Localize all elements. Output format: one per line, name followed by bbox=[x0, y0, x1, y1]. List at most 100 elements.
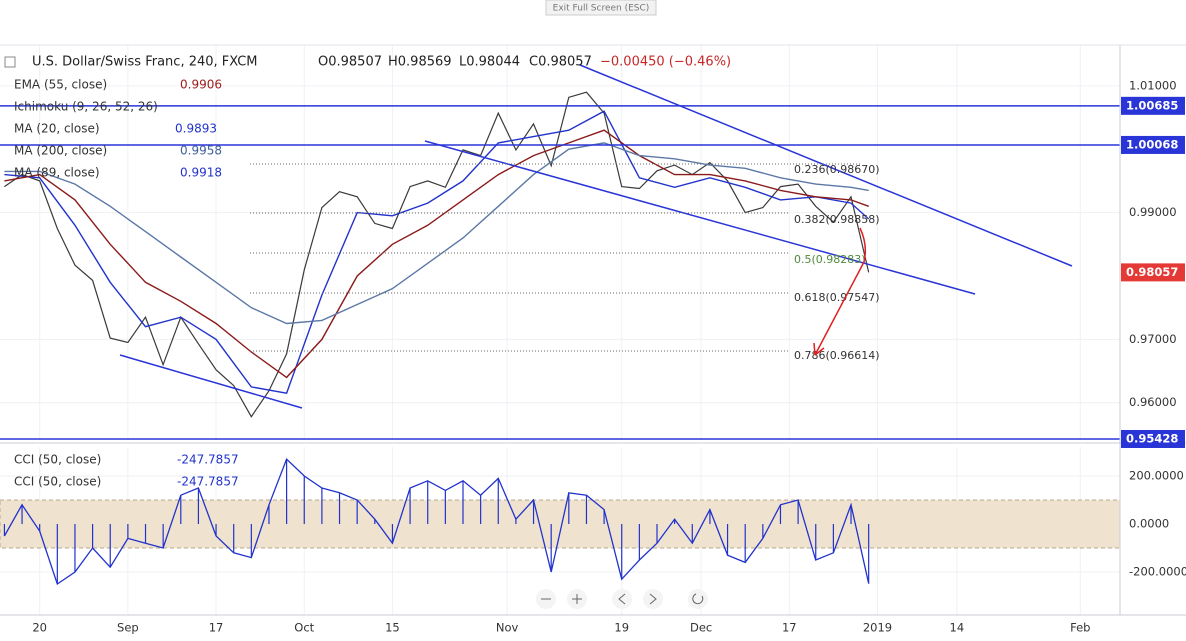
projection-arrow bbox=[814, 227, 867, 356]
cci-bar bbox=[215, 524, 217, 537]
cci-bar bbox=[303, 476, 305, 525]
x-tick-label: 2019 bbox=[863, 621, 892, 635]
cci-bar bbox=[691, 524, 693, 544]
cci-bar bbox=[356, 500, 358, 525]
price-line bbox=[4, 110, 870, 394]
cci-bar bbox=[338, 492, 341, 525]
legend-name: CCI (50, close) bbox=[14, 475, 101, 489]
trendline bbox=[119, 354, 303, 409]
exit-fullscreen-label[interactable]: Exit Full Screen (ESC) bbox=[553, 4, 650, 14]
cci-bar bbox=[180, 495, 182, 525]
ohlc-high: H0.98569 bbox=[388, 55, 452, 70]
cci-bar bbox=[515, 519, 517, 525]
cci-bar bbox=[374, 519, 376, 525]
nav-buttons bbox=[536, 589, 708, 609]
fib-label: 0.5(0.98283) bbox=[794, 253, 866, 266]
cci-bar bbox=[585, 495, 588, 525]
y-tick-label: 1.01000 bbox=[1129, 78, 1177, 92]
ohlc-open: O0.98507 bbox=[318, 55, 382, 70]
change: −0.00450 (−0.46%) bbox=[600, 55, 731, 70]
cci-bar bbox=[744, 524, 746, 563]
cci-bar bbox=[391, 524, 394, 544]
legend-name: MA (89, close) bbox=[14, 166, 100, 180]
cci-bar bbox=[638, 524, 640, 561]
cci-bar bbox=[726, 524, 729, 556]
cci-bar bbox=[444, 490, 446, 525]
cci-bar bbox=[568, 492, 570, 525]
cci-bar bbox=[832, 524, 834, 553]
last-price-label: 0.98057 bbox=[1126, 265, 1178, 279]
x-tick-label: 19 bbox=[614, 621, 629, 635]
icon bbox=[572, 594, 582, 604]
cci-bar bbox=[797, 500, 799, 525]
cci-bar bbox=[603, 509, 605, 525]
level-label: 1.00685 bbox=[1126, 98, 1178, 112]
cci-bar bbox=[868, 524, 870, 584]
collapse-icon[interactable] bbox=[4, 56, 16, 68]
cci-bar bbox=[286, 459, 288, 525]
cci-bar bbox=[233, 524, 235, 553]
price-line bbox=[4, 142, 869, 325]
scroll-right[interactable] bbox=[643, 589, 663, 609]
cci-bar bbox=[656, 524, 658, 544]
cci-bar bbox=[409, 488, 411, 525]
exit-fullscreen[interactable] bbox=[545, 0, 657, 16]
x-tick-label: 20 bbox=[32, 621, 47, 635]
legend-value: 0.9893 bbox=[175, 122, 217, 136]
cci-bar bbox=[462, 480, 464, 525]
cci-line bbox=[3, 458, 870, 586]
cci-bar bbox=[709, 509, 711, 525]
y-tick-label: -200.0000 bbox=[1129, 565, 1186, 579]
cci-bar bbox=[127, 524, 129, 539]
cci-bar bbox=[480, 495, 482, 525]
x-tick-label: 14 bbox=[950, 621, 965, 635]
scroll-left[interactable] bbox=[612, 589, 632, 609]
cci-bar bbox=[550, 524, 552, 573]
cci-bar bbox=[674, 519, 676, 525]
fib-label: 0.786(0.96614) bbox=[794, 349, 880, 362]
icon bbox=[618, 593, 626, 605]
y-tick-label: 200.0000 bbox=[1129, 469, 1184, 483]
fib-label: 0.236(0.98670) bbox=[794, 163, 880, 176]
trendline bbox=[424, 140, 976, 295]
cci-bar bbox=[815, 524, 817, 561]
trendline bbox=[579, 64, 1073, 267]
cci-bar bbox=[144, 524, 147, 544]
cci-bar bbox=[532, 500, 535, 525]
cci-bar bbox=[91, 524, 94, 549]
icon bbox=[692, 593, 704, 605]
legend-value: -247.7857 bbox=[177, 453, 239, 467]
cci-band bbox=[0, 499, 1121, 549]
reset[interactable] bbox=[688, 589, 708, 609]
cci-bar bbox=[21, 504, 23, 525]
fib-label: 0.382(0.98858) bbox=[794, 213, 880, 226]
cci-bar bbox=[268, 504, 270, 525]
level-tag bbox=[1121, 135, 1185, 154]
legend-value: 0.9958 bbox=[180, 144, 222, 158]
x-tick-label: 15 bbox=[385, 621, 400, 635]
y-tick-label: 0.96000 bbox=[1129, 395, 1177, 409]
x-tick-label: 17 bbox=[209, 621, 224, 635]
symbol: U.S. Dollar/Swiss Franc, 240, FXCM bbox=[32, 55, 258, 70]
y-tick-label: 0.99000 bbox=[1129, 205, 1177, 219]
cci-bar bbox=[497, 478, 499, 525]
cci-bar bbox=[850, 504, 852, 525]
last-price-tag bbox=[1121, 263, 1185, 282]
cci-bar bbox=[779, 504, 782, 525]
legend-name: CCI (50, close) bbox=[14, 453, 101, 467]
arrow-head bbox=[813, 342, 825, 356]
cci-bar bbox=[250, 524, 252, 558]
x-tick-label: 17 bbox=[782, 621, 797, 635]
legend-name: EMA (55, close) bbox=[14, 78, 107, 92]
cci-bar bbox=[762, 524, 764, 539]
cci-bar bbox=[56, 524, 58, 585]
x-tick-label: Sep bbox=[117, 621, 139, 635]
legend-name: MA (20, close) bbox=[14, 122, 100, 136]
ohlc-close: C0.98057 bbox=[529, 55, 592, 70]
cci-bar bbox=[621, 524, 623, 580]
y-tick-label: 0.97000 bbox=[1129, 332, 1177, 346]
level-tag bbox=[1121, 429, 1185, 448]
fib-label: 0.618(0.97547) bbox=[794, 291, 880, 304]
x-tick-label: Dec bbox=[690, 621, 712, 635]
